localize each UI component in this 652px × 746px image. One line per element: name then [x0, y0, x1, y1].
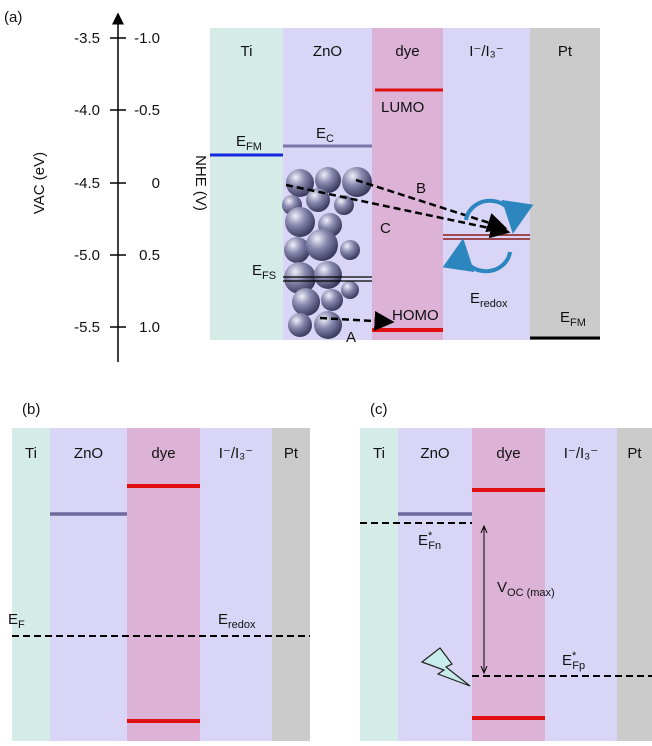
- label-sub: C: [326, 133, 334, 145]
- label-sub: FM: [246, 141, 262, 153]
- figure: (a) Ti ZnO dye I⁻/I₃⁻ Pt -3.5 -1.0 -4.0 -0.5 -4.5 0…: [0, 0, 652, 741]
- nanoparticle: [285, 207, 315, 237]
- vac-tick-label: -5.5: [74, 319, 100, 336]
- nanoparticle: [314, 261, 342, 289]
- label-sub: redox: [480, 298, 508, 310]
- nanoparticle: [340, 240, 360, 260]
- column: [12, 428, 50, 741]
- label-main: E: [470, 290, 480, 307]
- label-main: E: [218, 611, 228, 628]
- label-main: E: [418, 532, 428, 549]
- label-sub: F: [18, 619, 25, 631]
- nanoparticle: [341, 281, 359, 299]
- panel-label: (b): [22, 401, 40, 418]
- nhe-tick-label: -1.0: [134, 30, 160, 47]
- nanoparticle: [342, 167, 372, 197]
- label-main: E: [236, 133, 246, 150]
- column: [50, 428, 127, 741]
- column-label: ZnO: [420, 445, 449, 462]
- vac-tick-label: -4.0: [74, 102, 100, 119]
- column-label: I⁻/I₃⁻: [564, 445, 598, 462]
- nhe-tick-label: 0.5: [139, 247, 160, 264]
- nanoparticle: [306, 188, 330, 212]
- column: [398, 428, 472, 741]
- nhe-tick-label: 1.0: [139, 319, 160, 336]
- nanoparticle: [306, 229, 338, 261]
- column-label: Ti: [373, 445, 385, 462]
- column-label: Pt: [284, 445, 299, 462]
- label-main: E: [562, 652, 572, 669]
- vac-tick-label: -4.5: [74, 175, 100, 192]
- column-label: ZnO: [313, 43, 342, 60]
- vac-tick-label: -3.5: [74, 30, 100, 47]
- label-sub: OC (max): [507, 587, 555, 599]
- column-label: dye: [151, 445, 175, 462]
- column: [443, 28, 530, 340]
- column: [617, 428, 652, 741]
- nhe-tick-label: 0: [152, 175, 160, 192]
- column-label: Pt: [627, 445, 642, 462]
- nanoparticle: [321, 289, 343, 311]
- nhe-tick-label: -0.5: [134, 102, 160, 119]
- path-label: B: [416, 180, 426, 197]
- vac-tick-label: -5.0: [74, 247, 100, 264]
- column-label: Pt: [558, 43, 573, 60]
- panel-label: (a): [4, 9, 22, 26]
- nanoparticle: [284, 237, 310, 263]
- label-main: E: [560, 309, 570, 326]
- label-sub: FM: [570, 317, 586, 329]
- column: [210, 28, 283, 340]
- nanoparticle: [314, 311, 342, 339]
- label-main: V: [497, 579, 507, 596]
- nhe-axis-title: NHE (V): [192, 155, 209, 211]
- column: [360, 428, 398, 741]
- label-sub: Fn: [428, 540, 441, 552]
- label-sub: redox: [228, 619, 256, 631]
- column-label: I⁻/I₃⁻: [469, 43, 503, 60]
- column-label: Ti: [25, 445, 37, 462]
- column-label: dye: [496, 445, 520, 462]
- column: [272, 428, 310, 741]
- column: [472, 428, 545, 741]
- path-label: C: [380, 220, 391, 237]
- column-label: Ti: [241, 43, 253, 60]
- column: [545, 428, 617, 741]
- column-label: I⁻/I₃⁻: [219, 445, 253, 462]
- label-sub: Fp: [572, 660, 585, 672]
- column: [127, 428, 200, 741]
- nanoparticle: [292, 288, 320, 316]
- label-main: E: [252, 262, 262, 279]
- label-main: E: [316, 125, 326, 142]
- path-label: A: [346, 329, 356, 346]
- level-label: LUMO: [381, 99, 424, 116]
- column: [372, 28, 443, 340]
- column-label: ZnO: [74, 445, 103, 462]
- label-sub: FS: [262, 270, 276, 282]
- column: [200, 428, 272, 741]
- vac-axis-title: VAC (eV): [31, 152, 48, 214]
- panel-label: (c): [370, 401, 388, 418]
- column-label: dye: [395, 43, 419, 60]
- column: [530, 28, 600, 340]
- label-main: E: [8, 611, 18, 628]
- nanoparticle: [288, 313, 312, 337]
- level-label: HOMO: [392, 307, 439, 324]
